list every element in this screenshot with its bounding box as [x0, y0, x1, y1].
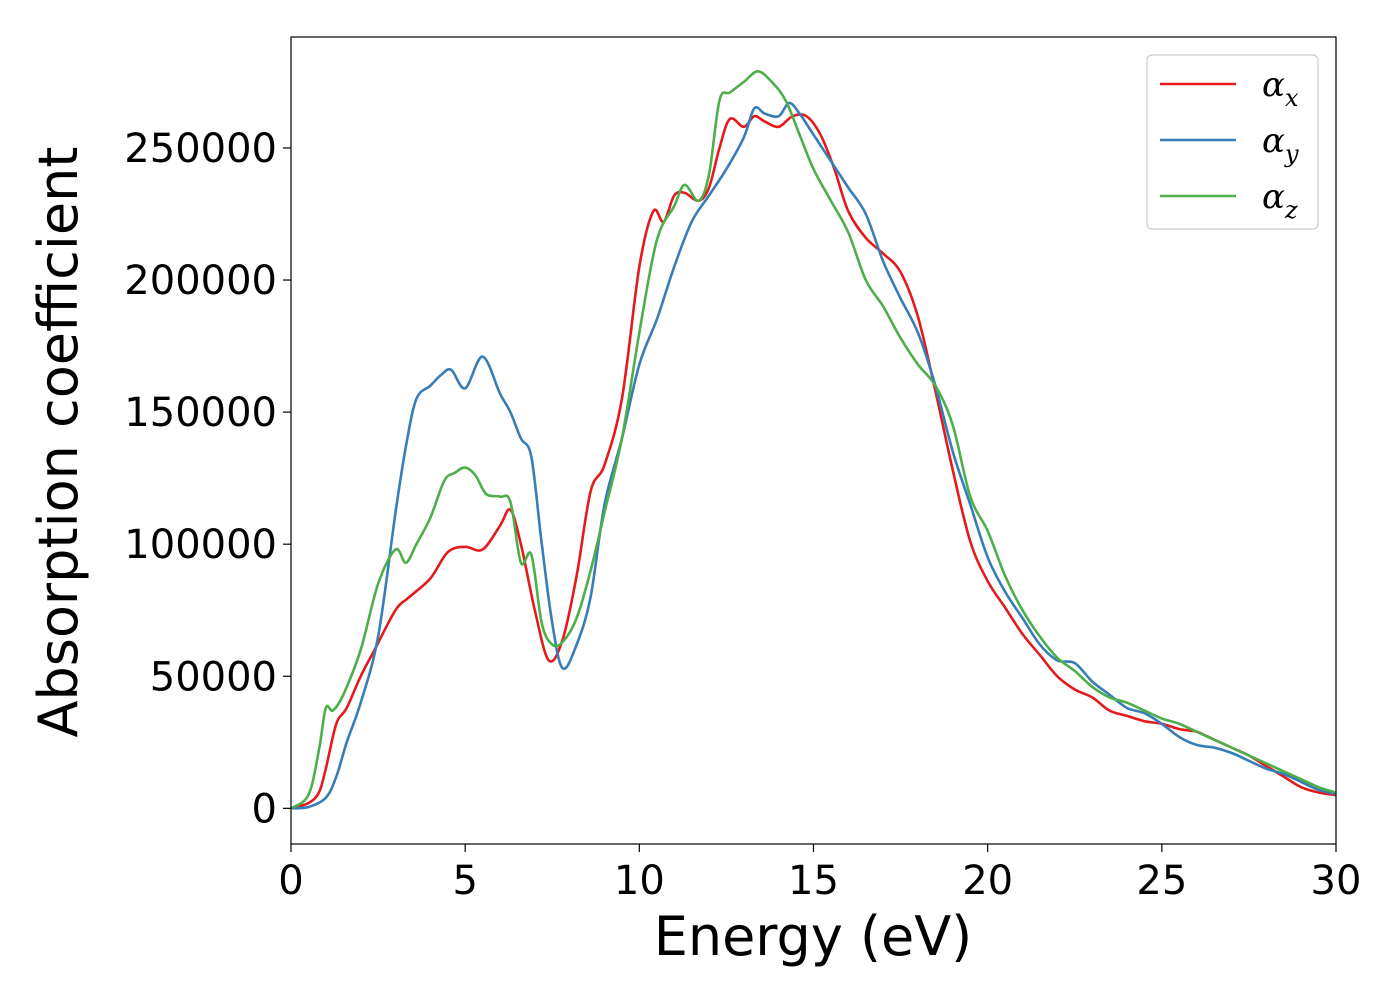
x-tick-label: 5 — [452, 858, 477, 904]
y-axis-label: Absorption coefficient — [27, 147, 90, 738]
y-tick-label: 0 — [252, 786, 277, 832]
y-tick-label: 200000 — [124, 258, 277, 304]
y-axis-ticks: 0 50000 100000 150000 200000 250000 — [124, 126, 291, 832]
x-tick-label: 15 — [788, 858, 839, 904]
x-axis-ticks: 0 5 10 15 20 25 30 — [278, 844, 1361, 904]
x-tick-label: 10 — [614, 858, 665, 904]
x-tick-label: 30 — [1311, 858, 1362, 904]
series-line-y — [290, 101, 1337, 810]
series-line-x — [290, 113, 1337, 810]
legend-label-x: αx — [1262, 65, 1299, 112]
y-tick-label: 50000 — [150, 654, 277, 700]
x-tick-label: 25 — [1136, 858, 1187, 904]
x-tick-label: 0 — [278, 858, 303, 904]
legend-label-z: αz — [1262, 177, 1298, 224]
x-tick-label: 20 — [962, 858, 1013, 904]
y-tick-label: 150000 — [124, 390, 277, 436]
legend: αx αy αz — [1146, 54, 1319, 230]
x-axis-label: Energy (eV) — [654, 905, 973, 968]
y-tick-label: 100000 — [124, 522, 277, 568]
legend-label-y: αy — [1262, 121, 1299, 168]
series-lines — [290, 70, 1337, 810]
series-line-z — [290, 70, 1337, 810]
legend-frame — [1146, 54, 1319, 230]
y-tick-label: 250000 — [124, 126, 277, 172]
